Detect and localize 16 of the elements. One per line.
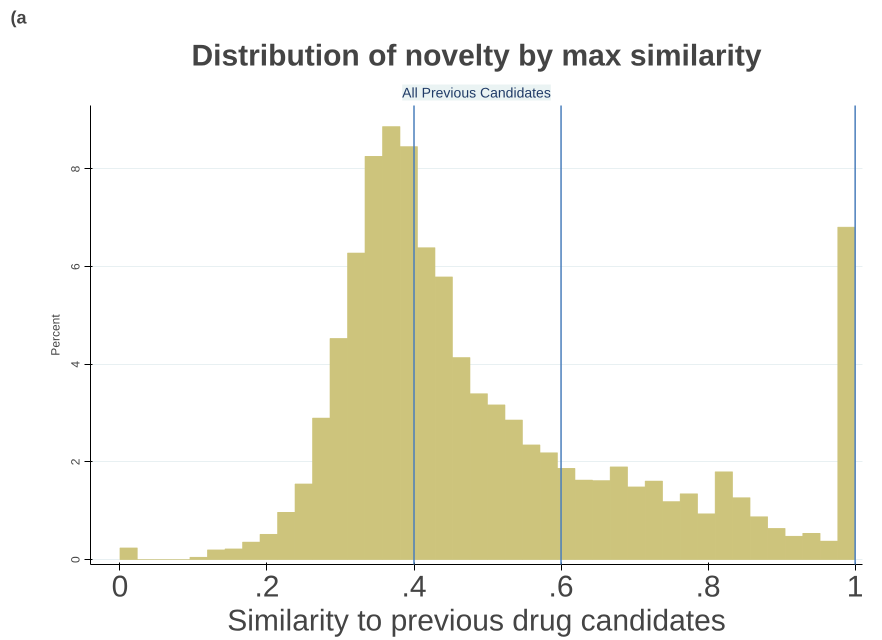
text: (a <box>10 8 28 28</box>
y-tick-label: 4 <box>68 360 82 368</box>
x-tick-label: 0 <box>112 570 128 604</box>
x-tick-label: .8 <box>696 570 721 604</box>
x-tick-label: .6 <box>548 570 574 604</box>
chart-subtitle: All Previous Candidates <box>402 84 551 100</box>
x-tick-label: .2 <box>254 570 280 604</box>
y-tick-label: 8 <box>68 165 82 172</box>
y-tick-label: 6 <box>68 262 82 270</box>
chart-title: Distribution of novelty by max similarity <box>191 40 762 72</box>
y-tick-label: 0 <box>68 556 82 563</box>
y-tick-label: 2 <box>68 458 82 466</box>
x-tick-label: .4 <box>401 570 427 604</box>
y-axis-title: Percent <box>48 314 62 356</box>
x-tick-label: 1 <box>846 570 864 604</box>
x-axis-title: Similarity to previous drug candidates <box>227 604 726 638</box>
